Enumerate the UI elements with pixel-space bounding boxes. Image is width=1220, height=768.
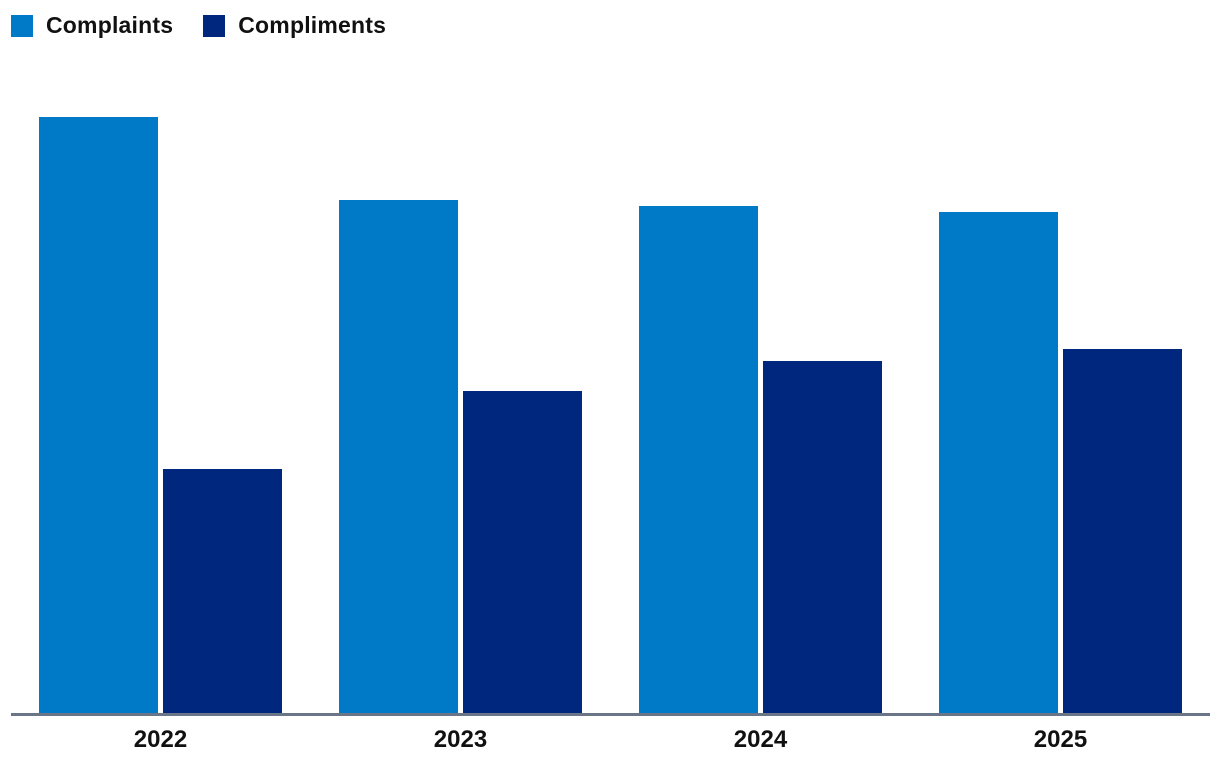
legend-label-complaints: Complaints [46, 12, 174, 38]
bar-compliments-2022 [163, 469, 282, 713]
x-tick-label-2022: 2022 [133, 726, 188, 753]
x-axis-line [11, 713, 1210, 716]
bar-complaints-2022 [39, 117, 158, 713]
compliments-swatch-icon [203, 14, 226, 37]
x-tick-label-2025: 2025 [1033, 726, 1088, 753]
x-tick-label-2024: 2024 [733, 726, 788, 753]
legend-label-compliments: Compliments [238, 12, 387, 38]
x-tick-label-2023: 2023 [433, 726, 488, 753]
legend: Complaints Compliments [11, 12, 386, 39]
bar-complaints-2025 [939, 212, 1058, 713]
legend-item-compliments: Compliments [203, 12, 386, 39]
bar-compliments-2025 [1063, 349, 1182, 713]
legend-item-complaints: Complaints [11, 12, 173, 39]
complaints-swatch-icon [11, 14, 33, 37]
bar-compliments-2024 [763, 361, 882, 713]
bar-compliments-2023 [463, 391, 582, 713]
bar-complaints-2024 [639, 206, 758, 713]
bar-complaints-2023 [339, 200, 458, 713]
